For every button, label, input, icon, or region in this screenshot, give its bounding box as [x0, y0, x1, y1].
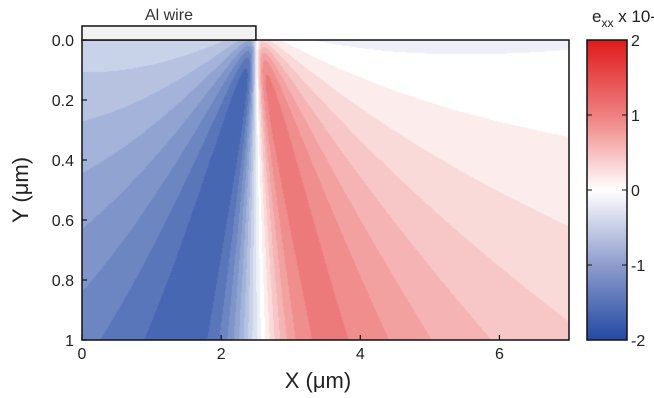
x-axis-title: X (μm): [285, 368, 351, 393]
al-wire-bar: [81, 25, 257, 41]
colorbar: 2 1 0 -1 -2 exx x 10-4: [586, 7, 654, 350]
y-axis: 0.0 0.2 0.4 0.6 0.8 1: [52, 33, 87, 350]
colorbar-title-sub: xx: [601, 16, 613, 30]
colorbar-gradient: [586, 39, 628, 341]
al-wire-annotation: Al wire: [81, 7, 257, 41]
colorbar-tick-label: -2: [631, 333, 645, 350]
y-tick-label: 0.6: [52, 213, 74, 230]
strain-field-image: [82, 40, 569, 340]
x-tick-label: 0: [78, 346, 87, 363]
x-tick-label: 2: [217, 346, 226, 363]
colorbar-ticks: 2 1 0 -1 -2: [587, 33, 645, 350]
colorbar-title-main: e: [592, 7, 601, 26]
colorbar-tick-label: -1: [631, 258, 645, 275]
y-tick-label: 1: [65, 333, 74, 350]
y-tick-label: 0.4: [52, 153, 74, 170]
colorbar-tick-label: 2: [631, 33, 640, 50]
y-axis-title: Y (μm): [8, 157, 33, 223]
y-tick-label: 0.8: [52, 273, 74, 290]
colorbar-tick-label: 0: [631, 183, 640, 200]
x-tick-label: 4: [356, 346, 365, 363]
x-tick-label: 6: [495, 346, 504, 363]
colorbar-tick-label: 1: [631, 108, 640, 125]
x-axis: 0 2 4 6: [78, 335, 504, 363]
y-tick-label: 0.0: [52, 33, 74, 50]
plot-frame: [81, 39, 570, 341]
al-wire-label: Al wire: [145, 7, 193, 24]
colorbar-title: exx x 10-4: [592, 7, 654, 30]
colorbar-title-scale: x 10-4: [613, 7, 654, 26]
heatmap-area: [82, 40, 569, 340]
y-tick-label: 0.2: [52, 93, 74, 110]
